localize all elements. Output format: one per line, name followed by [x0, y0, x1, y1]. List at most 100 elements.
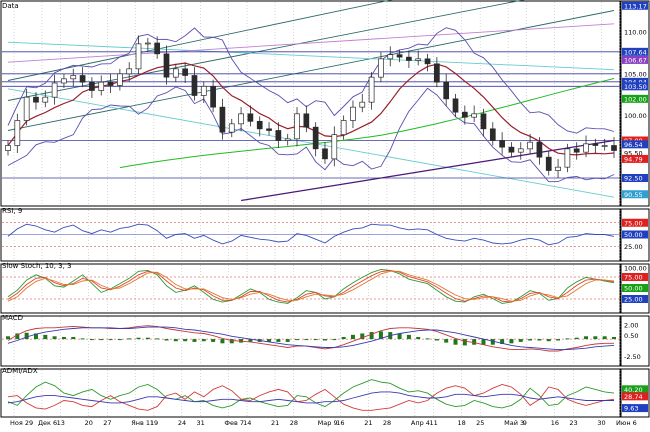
y-tick-label: 75.00 [624, 274, 643, 282]
macd-histogram-bar [183, 339, 188, 342]
candle-body [228, 123, 235, 133]
y-tick-label: 102.00 [624, 95, 647, 103]
y-tick-label: 2.00 [624, 322, 638, 330]
stoch-line [7, 269, 615, 303]
candle-body [396, 54, 403, 58]
macd-histogram-bar [593, 336, 598, 340]
candle-body [368, 76, 375, 103]
x-tick-label: 14 [243, 419, 251, 427]
macd-histogram-bar [332, 339, 337, 341]
macd-histogram-bar [397, 333, 402, 340]
macd-histogram-bar [537, 339, 542, 341]
candle-body [70, 75, 77, 80]
adx-panel-frame [0, 368, 621, 418]
axis-value-tag [622, 140, 648, 149]
adx-panel-label: ADMI/ADX [2, 367, 38, 375]
axis-value-tag [622, 284, 648, 292]
candle-body [331, 134, 338, 160]
trend-line [7, 88, 615, 198]
axis-value-tag [622, 190, 648, 199]
candle-body [489, 128, 496, 141]
macd-histogram-bar [444, 339, 449, 343]
candle-body [564, 148, 571, 168]
macd-histogram-bar [612, 336, 616, 340]
y-tick-label: 113.17 [624, 2, 647, 10]
rsi-panel-label: RSI, 9 [2, 207, 22, 215]
axis-value-tag [622, 1, 648, 10]
candle-body [312, 126, 319, 150]
candle-body [33, 96, 39, 103]
macd-histogram-bar [276, 339, 281, 342]
rsi-line [7, 223, 615, 246]
y-tick-label: 40.20 [624, 386, 643, 394]
x-tick-label: 21 [364, 419, 372, 427]
macd-histogram-bar [584, 336, 589, 340]
y-tick-label: 103.50 [624, 83, 647, 91]
x-tick-label: 11 [430, 419, 438, 427]
y-tick-label: 95.50 [624, 150, 643, 158]
y-tick-label: 105.00 [624, 70, 647, 78]
candle-body [527, 141, 533, 150]
macd-histogram-bar [229, 339, 234, 344]
x-tick-label: 27 [103, 419, 111, 427]
x-tick-label: 9 [523, 419, 527, 427]
x-tick-label: Фев 7 [224, 419, 244, 427]
x-tick-label: Апр 4 [411, 419, 430, 427]
candle-body [89, 81, 95, 91]
y-tick-label: 9.63 [624, 405, 638, 413]
candle-body [406, 56, 412, 61]
candle-body [611, 145, 617, 151]
candle-body [117, 73, 123, 86]
macd-histogram-bar [24, 332, 29, 340]
candle-body [219, 106, 226, 133]
candle-body [275, 130, 282, 141]
y-tick-label: 25.00 [624, 296, 643, 304]
axis-value-tag [622, 154, 648, 163]
x-tick-label: 30 [597, 419, 605, 427]
macd-histogram-bar [61, 336, 66, 340]
candle-body [573, 148, 580, 153]
candle-body [378, 58, 384, 78]
candle-body [42, 96, 49, 103]
macd-histogram-bar [6, 336, 10, 340]
x-tick-label: Янв 11 [131, 419, 154, 427]
price-panel [2, 0, 620, 202]
x-tick-label: 24 [178, 419, 186, 427]
macd-histogram-bar [220, 339, 225, 344]
macd-histogram-bar [164, 339, 169, 341]
macd-histogram-bar [155, 338, 160, 340]
macd-histogram-bar [15, 333, 20, 340]
macd-panel-label: MACD [2, 314, 23, 322]
candle-body [191, 75, 198, 96]
y-tick-label: 110.00 [624, 29, 647, 37]
macd-histogram-bar [434, 339, 439, 341]
bollinger-lower-line [7, 86, 615, 183]
candle-body [284, 138, 291, 141]
x-tick-label: 19 [150, 419, 158, 427]
macd-histogram-bar [322, 339, 327, 341]
candle-body [601, 145, 608, 147]
macd-histogram-bar [472, 339, 477, 345]
x-tick-label: 16 [551, 419, 559, 427]
candle-body [5, 145, 11, 151]
x-tick-label: 20 [85, 419, 93, 427]
macd-histogram-bar [192, 339, 197, 342]
x-tick-label: 18 [458, 419, 466, 427]
macd-histogram-bar [80, 338, 85, 340]
macd-histogram-bar [509, 339, 514, 344]
candle-body [322, 148, 328, 160]
candle-body [107, 81, 114, 86]
macd-histogram-bar [99, 339, 104, 341]
candle-body [471, 113, 478, 118]
axis-value-tag [622, 47, 648, 56]
candle-body [61, 78, 67, 84]
macd-histogram-bar [425, 338, 430, 340]
y-tick-label: 100.00 [624, 112, 647, 120]
x-tick-label: 25 [476, 419, 484, 427]
macd-histogram-bar [295, 339, 300, 341]
macd-histogram-bar [518, 339, 523, 342]
trend-line [7, 0, 526, 101]
trend-line [7, 0, 393, 81]
